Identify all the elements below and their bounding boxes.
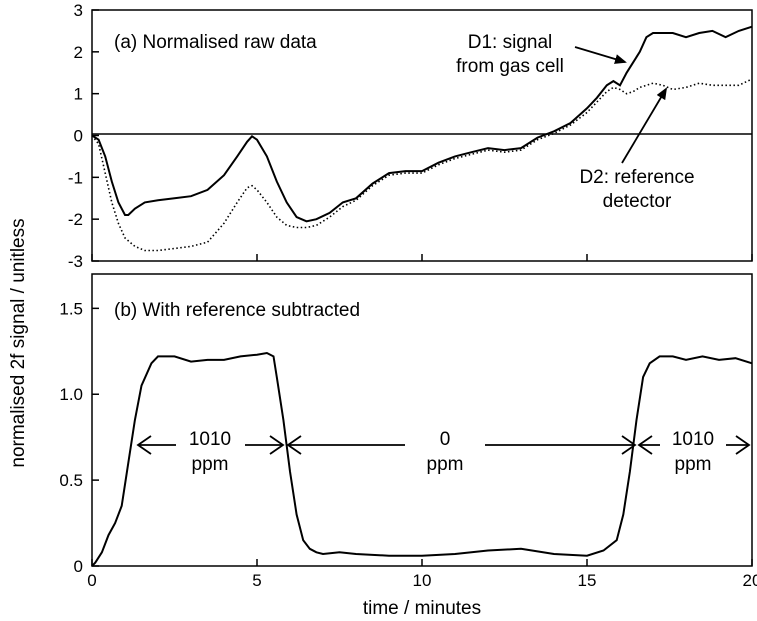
region2-label-bottom: ppm — [427, 454, 464, 475]
region3-label-bottom: ppm — [675, 454, 712, 475]
panel-b-ytick-label: 0 — [74, 557, 83, 576]
panel-b: 0 0.5 1.0 1.5 0 5 10 15 20 (b) With reference su… — [59, 273, 757, 590]
x-axis-label: time / minutes — [363, 598, 481, 619]
region3-label-top: 1010 — [672, 429, 714, 450]
panel-b-series — [91, 351, 753, 567]
panel-a-ticks: -3 -2 -1 0 1 2 3 — [68, 1, 753, 271]
panel-a-ytick-label: 0 — [74, 127, 83, 146]
panel-b-xtick-label: 20 — [743, 571, 757, 590]
panel-b-title: (b) With reference subtracted — [114, 300, 360, 321]
region1-label-top: 1010 — [189, 429, 231, 450]
d1-annotation-line2: from gas cell — [456, 56, 564, 77]
panel-a-series-d2 — [91, 78, 753, 252]
panel-b-xtick-label: 5 — [252, 571, 261, 590]
panel-b-xtick-label: 15 — [578, 571, 597, 590]
d1-annotation-line1: D1: signal — [468, 32, 553, 53]
panel-b-xtick-label: 10 — [413, 571, 432, 590]
panel-b-ytick-label: 1.0 — [59, 385, 83, 404]
panel-a-series-d1 — [91, 25, 753, 223]
d2-annotation-line1: D2: reference — [579, 167, 694, 188]
panel-b-xtick-label: 0 — [87, 571, 96, 590]
panel-b-ticks: 0 0.5 1.0 1.5 0 5 10 15 20 — [59, 299, 757, 590]
panel-a-title: (a) Normalised raw data — [114, 32, 317, 53]
region2-label-top: 0 — [440, 429, 451, 450]
panel-a-ytick-label: -3 — [68, 252, 83, 271]
panel-a-ytick-label: 3 — [74, 1, 83, 20]
panel-a-ytick-label: 1 — [74, 85, 83, 104]
panel-a-ytick-label: -2 — [68, 210, 83, 229]
panel-b-ytick-label: 1.5 — [59, 299, 83, 318]
panel-b-ytick-label: 0.5 — [59, 471, 83, 490]
y-axis-label: normalised 2f signal / unitless — [8, 218, 29, 467]
region1-label-bottom: ppm — [192, 454, 229, 475]
panel-a-ytick-label: 2 — [74, 43, 83, 62]
d2-annotation-arrow — [621, 87, 668, 164]
d1-annotation-arrow — [574, 46, 627, 64]
d2-annotation-line2: detector — [603, 191, 672, 212]
panel-a: -3 -2 -1 0 1 2 3 (a) Normalised raw data D1: s… — [68, 1, 753, 271]
panel-a-ytick-label: -1 — [68, 168, 83, 187]
